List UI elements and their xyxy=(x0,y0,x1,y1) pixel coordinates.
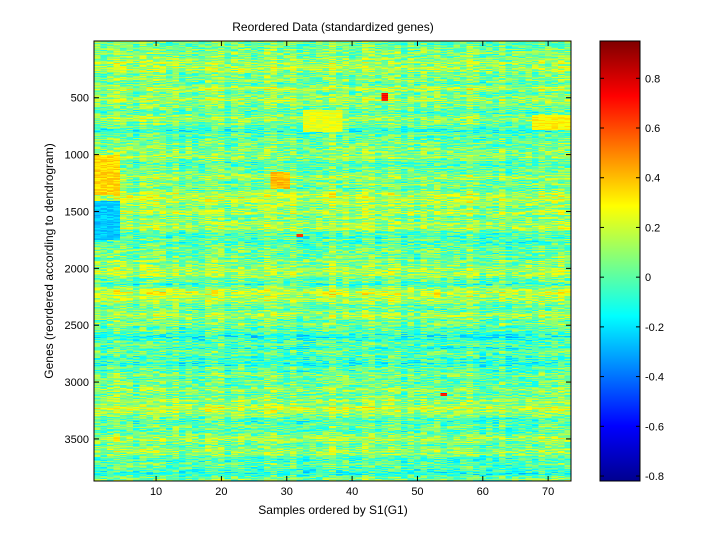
y-tick-label: 1000 xyxy=(65,150,89,162)
x-tick-label: 30 xyxy=(281,486,293,498)
x-tick-label: 70 xyxy=(542,486,554,498)
y-tick-label: 3500 xyxy=(65,434,89,446)
y-axis-label: Genes (reordered according to dendrogram… xyxy=(42,143,56,378)
colorbar-tick-label: -0.4 xyxy=(645,372,664,384)
y-tick-label: 3000 xyxy=(65,377,89,389)
x-tick-label: 20 xyxy=(215,486,227,498)
colorbar-tick-label: 0.2 xyxy=(645,222,660,234)
x-axis-ticks: 10 20 30 40 50 60 70 xyxy=(150,41,554,498)
colorbar-tick-label: -0.8 xyxy=(645,471,664,483)
colorbar-tick-label: 0.8 xyxy=(645,73,660,85)
colorbar: 0.8 0.6 0.4 0.2 0 -0.2 -0.4 -0.6 -0.8 xyxy=(599,40,664,483)
colorbar-tick-label: -0.2 xyxy=(645,322,664,334)
y-tick-label: 2500 xyxy=(65,320,89,332)
y-axis-ticks: 500 1000 1500 2000 2500 3000 3500 xyxy=(65,93,571,446)
x-tick-label: 10 xyxy=(150,486,162,498)
y-tick-label: 2000 xyxy=(65,263,89,275)
colorbar-ticks: 0.8 0.6 0.4 0.2 0 -0.2 -0.4 -0.6 -0.8 xyxy=(600,73,664,483)
plot-area xyxy=(93,40,572,482)
x-tick-label: 60 xyxy=(477,486,489,498)
x-tick-label: 50 xyxy=(411,486,423,498)
chart-title: Reordered Data (standardized genes) xyxy=(232,20,433,34)
x-axis-label: Samples ordered by S1(G1) xyxy=(258,503,407,517)
colorbar-tick-label: -0.6 xyxy=(645,421,664,433)
colorbar-gradient xyxy=(599,40,641,482)
x-tick-label: 40 xyxy=(346,486,358,498)
y-tick-label: 1500 xyxy=(65,206,89,218)
plot-frame xyxy=(93,40,572,482)
colorbar-tick-label: 0.6 xyxy=(645,123,660,135)
colorbar-tick-label: 0 xyxy=(645,272,651,284)
colorbar-tick-label: 0.4 xyxy=(645,173,660,185)
heatmap-image xyxy=(94,41,571,481)
y-tick-label: 500 xyxy=(71,93,89,105)
